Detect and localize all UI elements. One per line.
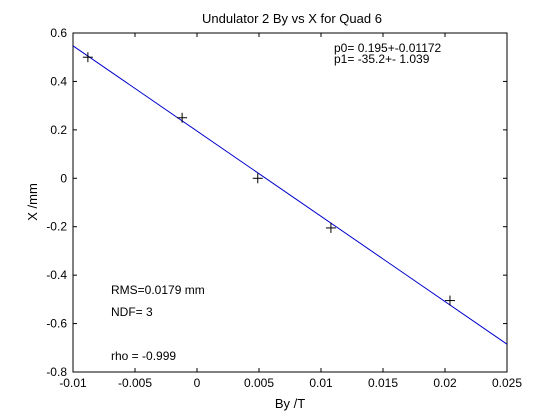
y-tick-label: -0.8 bbox=[46, 365, 67, 379]
y-tick-label: 0.2 bbox=[50, 123, 67, 137]
annotation-ndf: NDF= 3 bbox=[111, 305, 153, 319]
annotation-rho: rho = -0.999 bbox=[111, 349, 176, 363]
y-tick-label: -0.6 bbox=[46, 317, 67, 331]
y-tick-label: 0.4 bbox=[50, 74, 67, 88]
y-axis: -0.8 -0.6 -0.4 -0.2 0 0.2 0.4 0.6 bbox=[46, 26, 507, 379]
x-tick-label: -0.01 bbox=[59, 376, 87, 390]
data-point bbox=[444, 295, 455, 306]
y-tick-label: -0.4 bbox=[46, 268, 67, 282]
x-axis-label: By /T bbox=[275, 396, 305, 411]
data-point bbox=[325, 222, 336, 233]
annotation-p1: p1= -35.2+- 1.039 bbox=[334, 52, 430, 66]
annotation-rms: RMS=0.0179 mm bbox=[111, 283, 205, 297]
data-point bbox=[177, 112, 188, 123]
x-tick-label: 0 bbox=[194, 376, 201, 390]
data-points bbox=[82, 52, 455, 306]
data-point bbox=[82, 52, 93, 63]
x-tick-label: -0.005 bbox=[118, 376, 152, 390]
fit-line bbox=[72, 45, 508, 345]
x-tick-label: 0.01 bbox=[309, 376, 333, 390]
x-axis: -0.01 -0.005 0 0.005 0.01 0.015 0.02 0.025 bbox=[59, 33, 522, 390]
data-point bbox=[252, 173, 263, 184]
x-tick-label: 0.025 bbox=[492, 376, 522, 390]
y-tick-label: -0.2 bbox=[46, 220, 67, 234]
y-tick-label: 0 bbox=[60, 171, 67, 185]
chart-title: Undulator 2 By vs X for Quad 6 bbox=[202, 11, 382, 26]
y-axis-label: X /mm bbox=[25, 183, 40, 221]
plot-area bbox=[72, 32, 508, 373]
y-tick-label: 0.6 bbox=[50, 26, 67, 40]
annotation-p0: p0= 0.195+-0.01172 bbox=[334, 41, 442, 55]
x-tick-label: 0.015 bbox=[368, 376, 398, 390]
x-tick-label: 0.02 bbox=[433, 376, 457, 390]
x-tick-label: 0.005 bbox=[244, 376, 274, 390]
